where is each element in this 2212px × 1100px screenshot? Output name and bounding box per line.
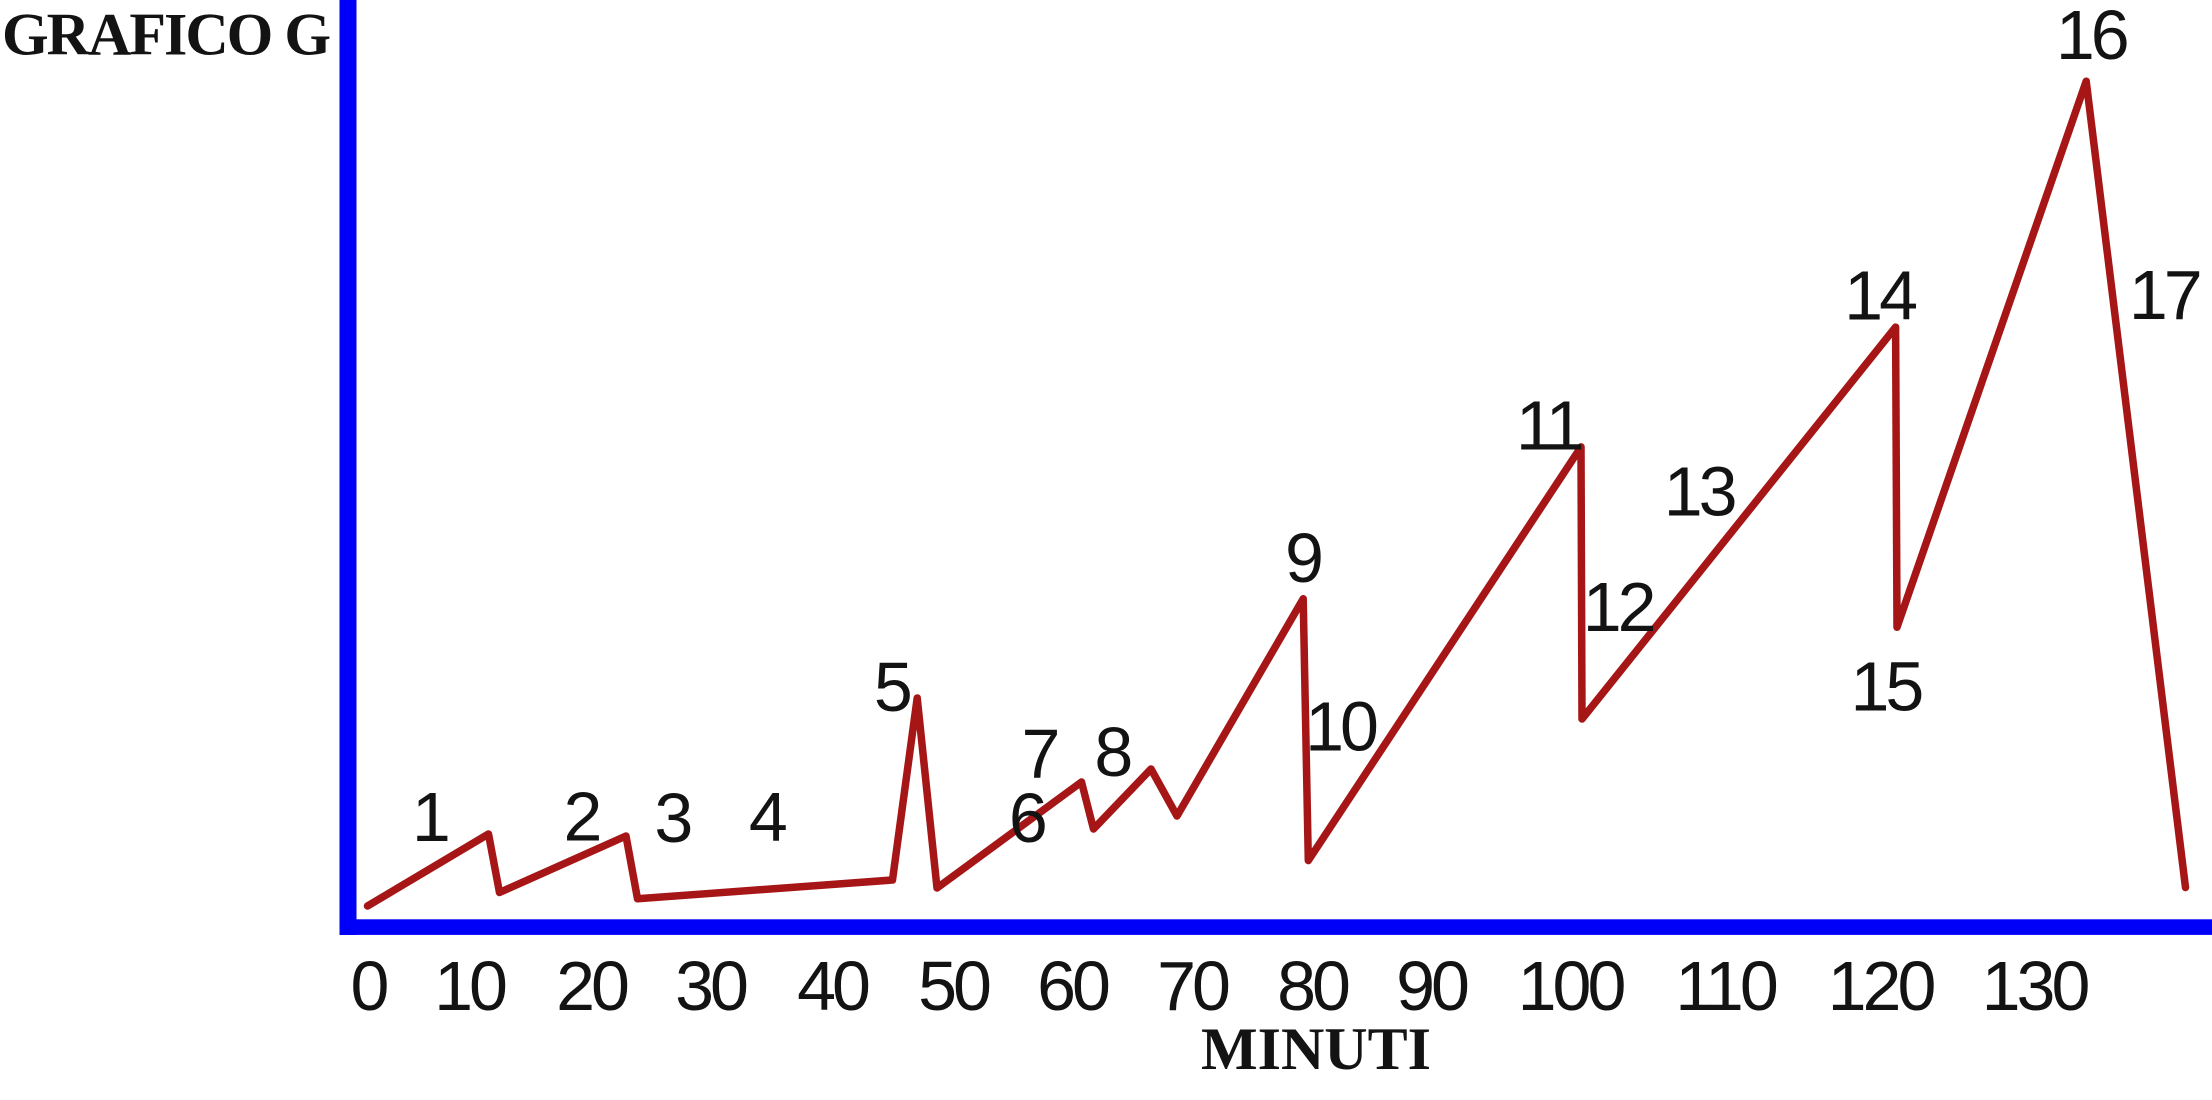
svg-text:110: 110 — [1675, 947, 1777, 1025]
svg-text:3: 3 — [654, 779, 693, 857]
svg-text:60: 60 — [1037, 947, 1109, 1025]
svg-text:17: 17 — [2129, 256, 2200, 334]
svg-text:16: 16 — [2056, 0, 2127, 74]
svg-text:MINUTI: MINUTI — [1201, 1016, 1431, 1082]
svg-text:9: 9 — [1285, 519, 1324, 597]
svg-text:14: 14 — [1844, 257, 1916, 335]
svg-text:4: 4 — [749, 778, 788, 856]
svg-text:30: 30 — [675, 947, 747, 1025]
svg-text:2: 2 — [564, 778, 603, 856]
svg-text:1: 1 — [412, 778, 451, 856]
svg-text:20: 20 — [556, 947, 628, 1025]
svg-text:5: 5 — [874, 648, 913, 726]
svg-text:10: 10 — [1305, 688, 1377, 766]
svg-text:0: 0 — [351, 947, 390, 1025]
svg-text:GRAFICO G: GRAFICO G — [2, 2, 330, 68]
svg-text:50: 50 — [918, 947, 990, 1025]
svg-text:12: 12 — [1583, 568, 1654, 646]
svg-text:15: 15 — [1850, 648, 1921, 726]
svg-text:130: 130 — [1982, 947, 2089, 1025]
svg-text:100: 100 — [1518, 947, 1625, 1025]
svg-text:7: 7 — [1022, 715, 1061, 793]
svg-text:11: 11 — [1516, 387, 1582, 465]
svg-text:80: 80 — [1277, 947, 1349, 1025]
svg-text:6: 6 — [1009, 779, 1048, 857]
svg-text:120: 120 — [1828, 947, 1935, 1025]
svg-text:8: 8 — [1094, 713, 1133, 791]
svg-text:70: 70 — [1157, 947, 1229, 1025]
svg-text:40: 40 — [797, 947, 869, 1025]
svg-text:90: 90 — [1396, 947, 1468, 1025]
svg-text:13: 13 — [1664, 453, 1735, 531]
svg-text:10: 10 — [434, 947, 506, 1025]
